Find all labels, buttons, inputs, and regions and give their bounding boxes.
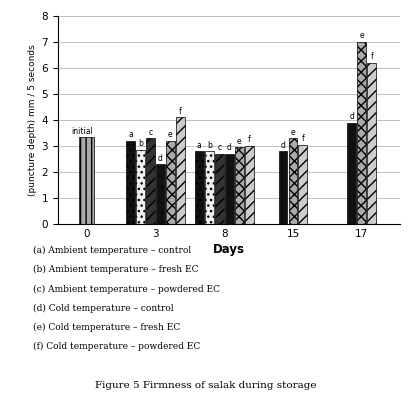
Text: (c) Ambient temperature – powdered EC: (c) Ambient temperature – powdered EC bbox=[33, 284, 220, 294]
Text: d: d bbox=[281, 141, 286, 150]
Text: a: a bbox=[128, 130, 133, 139]
Text: Figure 5 Firmness of salak during storage: Figure 5 Firmness of salak during storag… bbox=[95, 381, 317, 390]
Text: e: e bbox=[291, 128, 295, 137]
Text: e: e bbox=[237, 137, 241, 146]
Bar bbox=[299, 145, 307, 224]
Text: e: e bbox=[168, 130, 173, 139]
Text: f: f bbox=[248, 136, 250, 144]
X-axis label: Days: Days bbox=[213, 243, 245, 256]
Bar bbox=[225, 154, 234, 224]
Bar bbox=[368, 63, 376, 224]
Text: d: d bbox=[227, 143, 232, 152]
Text: f: f bbox=[370, 52, 373, 61]
Text: c: c bbox=[148, 128, 152, 137]
Text: f: f bbox=[302, 134, 304, 143]
Bar bbox=[136, 150, 145, 224]
Y-axis label: (puncture depth) mm / 5 seconds: (puncture depth) mm / 5 seconds bbox=[28, 44, 37, 196]
Bar bbox=[195, 151, 204, 224]
Bar bbox=[176, 118, 185, 224]
Text: f: f bbox=[179, 107, 182, 116]
Text: (b) Ambient temperature – fresh EC: (b) Ambient temperature – fresh EC bbox=[33, 265, 199, 274]
Text: c: c bbox=[217, 143, 221, 152]
Text: (d) Cold temperature – control: (d) Cold temperature – control bbox=[33, 304, 173, 313]
Text: e: e bbox=[360, 32, 364, 40]
Text: d: d bbox=[349, 112, 354, 121]
Bar bbox=[146, 138, 155, 224]
Bar bbox=[347, 122, 356, 224]
Text: b: b bbox=[207, 141, 212, 150]
Bar bbox=[166, 141, 175, 224]
Text: (f) Cold temperature – powdered EC: (f) Cold temperature – powdered EC bbox=[33, 342, 200, 351]
Bar bbox=[80, 137, 94, 224]
Text: a: a bbox=[197, 141, 201, 150]
Bar bbox=[235, 147, 243, 224]
Bar bbox=[156, 164, 165, 224]
Bar bbox=[215, 154, 224, 224]
Text: (a) Ambient temperature – control: (a) Ambient temperature – control bbox=[33, 246, 191, 255]
Text: initial: initial bbox=[71, 126, 93, 136]
Text: (e) Cold temperature – fresh EC: (e) Cold temperature – fresh EC bbox=[33, 323, 180, 332]
Bar bbox=[279, 151, 288, 224]
Bar bbox=[205, 151, 214, 224]
Bar bbox=[245, 146, 254, 224]
Bar bbox=[288, 138, 297, 224]
Bar bbox=[357, 42, 366, 224]
Bar bbox=[126, 141, 135, 224]
Text: b: b bbox=[138, 139, 143, 148]
Text: d: d bbox=[158, 154, 163, 163]
